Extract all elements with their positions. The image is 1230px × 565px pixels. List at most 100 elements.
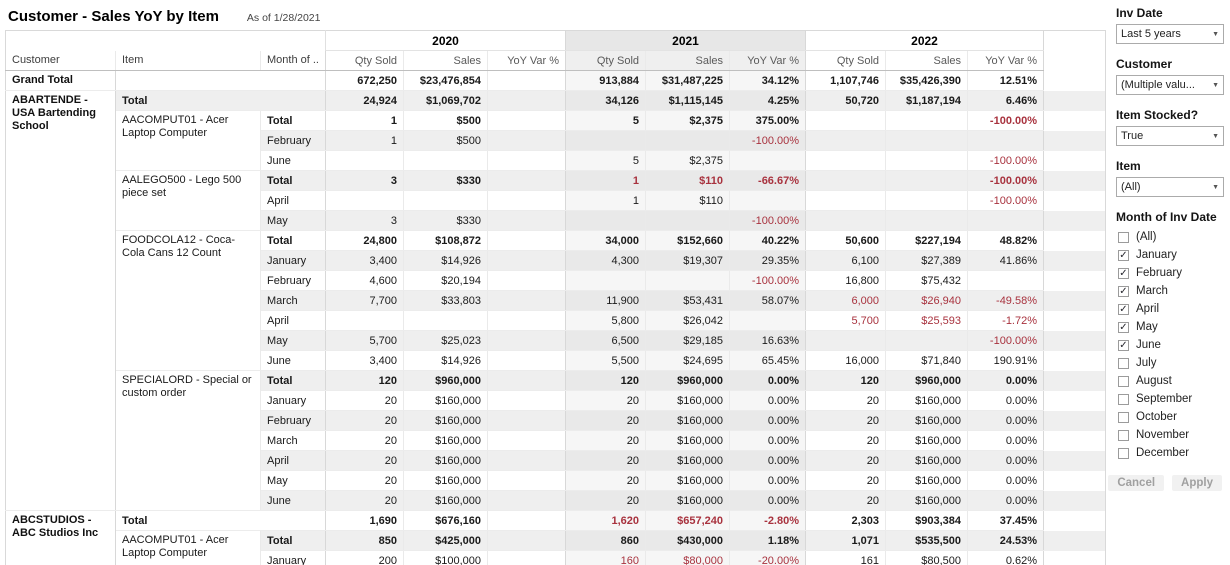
value-cell[interactable] (805, 150, 887, 171)
value-cell[interactable]: $160,000 (403, 490, 489, 511)
value-cell[interactable]: 1,107,746 (805, 70, 887, 91)
value-cell[interactable] (487, 550, 567, 565)
value-cell[interactable]: $676,160 (403, 510, 489, 531)
checkbox-icon[interactable] (1118, 231, 1129, 243)
value-cell[interactable]: 16,000 (805, 350, 887, 371)
value-cell[interactable]: 24.53% (967, 530, 1045, 551)
value-cell[interactable] (645, 270, 731, 291)
value-cell[interactable] (805, 190, 887, 211)
month-cell[interactable]: Total (260, 530, 327, 551)
checkbox-icon[interactable] (1118, 375, 1129, 387)
month-option-september[interactable]: September (1116, 390, 1224, 408)
month-option-all[interactable]: (All) (1116, 228, 1224, 246)
value-cell[interactable]: -100.00% (729, 270, 807, 291)
value-cell[interactable] (487, 470, 567, 491)
month-cell[interactable]: May (260, 470, 327, 491)
value-cell[interactable]: 7,700 (325, 290, 405, 311)
value-cell[interactable]: 0.00% (967, 390, 1045, 411)
value-cell[interactable] (487, 230, 567, 251)
value-cell[interactable] (805, 330, 887, 351)
value-cell[interactable]: 0.00% (967, 430, 1045, 451)
month-option-february[interactable]: ✓ February (1116, 264, 1224, 282)
value-cell[interactable]: 0.00% (967, 450, 1045, 471)
value-cell[interactable] (487, 70, 567, 91)
value-cell[interactable]: 20 (565, 490, 647, 511)
value-cell[interactable]: 20 (325, 450, 405, 471)
value-cell[interactable]: 29.35% (729, 250, 807, 271)
value-cell[interactable]: 4,300 (565, 250, 647, 271)
value-cell[interactable]: 20 (565, 410, 647, 431)
measure-header[interactable]: Sales (645, 50, 731, 71)
value-cell[interactable] (487, 250, 567, 271)
value-cell[interactable]: $160,000 (645, 390, 731, 411)
value-cell[interactable]: 120 (565, 370, 647, 391)
value-cell[interactable] (565, 270, 647, 291)
value-cell[interactable] (487, 290, 567, 311)
value-cell[interactable] (403, 190, 489, 211)
value-cell[interactable]: $160,000 (885, 410, 969, 431)
value-cell[interactable]: $330 (403, 210, 489, 231)
value-cell[interactable]: 5,800 (565, 310, 647, 331)
value-cell[interactable]: 1 (565, 170, 647, 191)
value-cell[interactable] (487, 350, 567, 371)
year-header[interactable]: 2020 (325, 30, 567, 51)
value-cell[interactable]: $160,000 (403, 410, 489, 431)
value-cell[interactable]: $160,000 (403, 390, 489, 411)
value-cell[interactable]: $26,042 (645, 310, 731, 331)
value-cell[interactable]: $35,426,390 (885, 70, 969, 91)
value-cell[interactable]: $227,194 (885, 230, 969, 251)
month-cell[interactable]: April (260, 310, 327, 331)
measure-header[interactable]: Qty Sold (805, 50, 887, 71)
value-cell[interactable]: $19,307 (645, 250, 731, 271)
month-option-june[interactable]: ✓ June (1116, 336, 1224, 354)
value-cell[interactable]: $960,000 (403, 370, 489, 391)
value-cell[interactable]: -49.58% (967, 290, 1045, 311)
value-cell[interactable] (487, 130, 567, 151)
value-cell[interactable]: 1,071 (805, 530, 887, 551)
value-cell[interactable]: 24,800 (325, 230, 405, 251)
customer-cell[interactable]: ABCSTUDIOS - ABC Studios Inc (5, 510, 116, 565)
value-cell[interactable] (885, 110, 969, 131)
measure-header[interactable]: Qty Sold (325, 50, 405, 71)
month-cell[interactable]: February (260, 130, 327, 151)
value-cell[interactable]: 6,100 (805, 250, 887, 271)
value-cell[interactable]: $24,695 (645, 350, 731, 371)
value-cell[interactable] (487, 410, 567, 431)
value-cell[interactable]: 12.51% (967, 70, 1045, 91)
value-cell[interactable]: 20 (805, 430, 887, 451)
value-cell[interactable] (805, 170, 887, 191)
month-cell[interactable]: June (260, 490, 327, 511)
left-header[interactable]: Item (115, 50, 261, 71)
value-cell[interactable] (885, 150, 969, 171)
checkbox-icon[interactable] (1118, 429, 1129, 441)
value-cell[interactable]: -100.00% (967, 110, 1045, 131)
value-cell[interactable]: -100.00% (729, 130, 807, 151)
value-cell[interactable]: 16,800 (805, 270, 887, 291)
value-cell[interactable]: 5 (565, 110, 647, 131)
month-cell[interactable]: April (260, 190, 327, 211)
value-cell[interactable]: 50,600 (805, 230, 887, 251)
value-cell[interactable] (403, 150, 489, 171)
value-cell[interactable]: $1,115,145 (645, 90, 731, 111)
item-cell[interactable]: AALEGO500 - Lego 500 piece set (115, 170, 261, 231)
value-cell[interactable]: 0.00% (729, 370, 807, 391)
value-cell[interactable]: 50,720 (805, 90, 887, 111)
item-cell[interactable] (115, 70, 327, 91)
value-cell[interactable]: 16.63% (729, 330, 807, 351)
value-cell[interactable]: $71,840 (885, 350, 969, 371)
month-cell[interactable]: Total (260, 110, 327, 131)
value-cell[interactable]: $160,000 (645, 450, 731, 471)
value-cell[interactable]: $110 (645, 170, 731, 191)
value-cell[interactable] (487, 210, 567, 231)
measure-header[interactable]: Qty Sold (565, 50, 647, 71)
value-cell[interactable]: -100.00% (967, 170, 1045, 191)
month-cell[interactable]: Total (260, 370, 327, 391)
apply-button[interactable]: Apply (1172, 475, 1222, 491)
value-cell[interactable]: $160,000 (885, 490, 969, 511)
value-cell[interactable]: 20 (565, 450, 647, 471)
value-cell[interactable]: 0.00% (729, 450, 807, 471)
item-cell[interactable]: Total (115, 90, 327, 111)
value-cell[interactable] (885, 190, 969, 211)
month-option-july[interactable]: July (1116, 354, 1224, 372)
value-cell[interactable] (325, 310, 405, 331)
